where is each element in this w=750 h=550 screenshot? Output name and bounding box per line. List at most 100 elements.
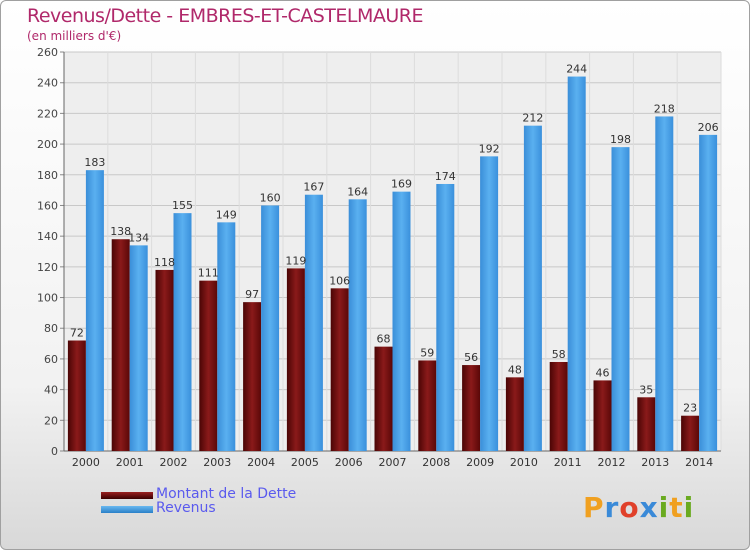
y-tick-label: 120 <box>37 261 58 274</box>
bar-dette <box>593 380 612 451</box>
data-label-dette: 59 <box>420 346 434 359</box>
data-label-revenus: 174 <box>435 170 456 183</box>
data-label-dette: 46 <box>596 366 610 379</box>
y-tick-label: 140 <box>37 230 58 243</box>
data-label-dette: 56 <box>464 351 478 364</box>
bar-revenus <box>217 222 236 451</box>
bar-revenus <box>567 76 586 452</box>
data-label-dette: 72 <box>70 327 84 340</box>
data-label-revenus: 206 <box>698 121 719 134</box>
data-label-revenus: 244 <box>566 63 587 76</box>
data-label-dette: 138 <box>110 225 131 238</box>
x-tick-label: 2009 <box>466 456 494 469</box>
data-label-revenus: 212 <box>522 112 543 125</box>
x-tick-label: 2013 <box>641 456 669 469</box>
bar-dette <box>681 415 700 451</box>
y-tick-label: 200 <box>37 138 58 151</box>
x-tick-label: 2005 <box>291 456 319 469</box>
x-tick-label: 2011 <box>554 456 582 469</box>
x-tick-label: 2000 <box>72 456 100 469</box>
data-label-dette: 106 <box>329 274 350 287</box>
data-label-dette: 111 <box>198 267 219 280</box>
x-tick-label: 2001 <box>116 456 144 469</box>
x-tick-label: 2014 <box>685 456 713 469</box>
bar-revenus <box>304 194 323 451</box>
data-label-revenus: 192 <box>479 142 500 155</box>
data-label-revenus: 134 <box>128 231 149 244</box>
bar-revenus <box>348 199 367 451</box>
bar-dette <box>462 365 481 451</box>
bar-revenus <box>699 134 718 451</box>
bar-revenus <box>85 170 104 451</box>
data-label-dette: 48 <box>508 363 522 376</box>
y-tick-label: 260 <box>37 46 58 59</box>
y-tick-label: 160 <box>37 199 58 212</box>
bar-dette <box>67 340 86 451</box>
data-label-revenus: 169 <box>391 178 412 191</box>
y-tick-label: 60 <box>44 353 58 366</box>
bar-revenus <box>392 191 411 451</box>
bar-dette <box>155 269 174 451</box>
data-label-revenus: 155 <box>172 199 193 212</box>
y-tick-label: 100 <box>37 292 58 305</box>
data-label-dette: 97 <box>245 288 259 301</box>
data-label-revenus: 149 <box>216 208 237 221</box>
x-tick-label: 2010 <box>510 456 538 469</box>
data-label-dette: 35 <box>639 383 653 396</box>
y-tick-label: 180 <box>37 169 58 182</box>
legend-label-revenus: Revenus <box>156 500 216 516</box>
y-tick-label: 20 <box>44 414 58 427</box>
bar-revenus <box>480 156 499 451</box>
bar-dette <box>418 360 437 451</box>
bar-dette <box>243 302 262 451</box>
y-tick-label: 40 <box>44 384 58 397</box>
x-tick-label: 2012 <box>598 456 626 469</box>
logo-letter: r <box>604 491 620 524</box>
bar-revenus <box>611 147 630 451</box>
data-label-revenus: 218 <box>654 102 675 115</box>
bar-revenus <box>261 205 280 451</box>
legend-label-dette: Montant de la Dette <box>156 486 297 502</box>
logo-letter: o <box>619 491 640 524</box>
proxiti-logo: Proxiti <box>583 491 694 524</box>
chart-subtitle: (en milliers d'€) <box>27 29 122 43</box>
bar-revenus <box>655 116 674 451</box>
data-label-dette: 119 <box>285 254 306 267</box>
logo-letter: i <box>658 491 670 524</box>
bar-dette <box>374 346 393 451</box>
x-tick-label: 2006 <box>335 456 363 469</box>
legend-swatch-dette <box>101 492 153 499</box>
data-label-revenus: 164 <box>347 185 368 198</box>
chart-title: Revenus/Dette - EMBRES-ET-CASTELMAURE <box>27 5 424 27</box>
bar-dette <box>549 361 568 451</box>
data-label-revenus: 183 <box>84 156 105 169</box>
data-label-revenus: 160 <box>260 191 281 204</box>
bar-dette <box>330 288 349 451</box>
bar-revenus <box>129 245 148 451</box>
bar-dette <box>111 239 130 451</box>
y-tick-label: 220 <box>37 107 58 120</box>
data-label-dette: 23 <box>683 402 697 415</box>
y-tick-label: 0 <box>51 445 58 458</box>
data-label-dette: 118 <box>154 256 175 269</box>
bar-revenus <box>523 125 542 452</box>
x-tick-label: 2002 <box>160 456 188 469</box>
y-tick-label: 80 <box>44 322 58 335</box>
y-tick-label: 240 <box>37 77 58 90</box>
data-label-revenus: 198 <box>610 133 631 146</box>
bar-dette <box>199 280 218 451</box>
legend-swatch-revenus <box>101 506 153 513</box>
data-label-revenus: 167 <box>303 181 324 194</box>
bar-revenus <box>173 213 192 451</box>
logo-letter: P <box>583 491 605 524</box>
logo-letter: x <box>639 491 659 524</box>
bar-dette <box>286 268 305 451</box>
data-label-dette: 68 <box>377 333 391 346</box>
logo-letter: i <box>683 491 695 524</box>
bar-revenus <box>436 183 455 451</box>
x-tick-label: 2007 <box>379 456 407 469</box>
bar-dette <box>505 377 524 451</box>
bar-dette <box>637 397 656 451</box>
x-tick-label: 2003 <box>203 456 231 469</box>
